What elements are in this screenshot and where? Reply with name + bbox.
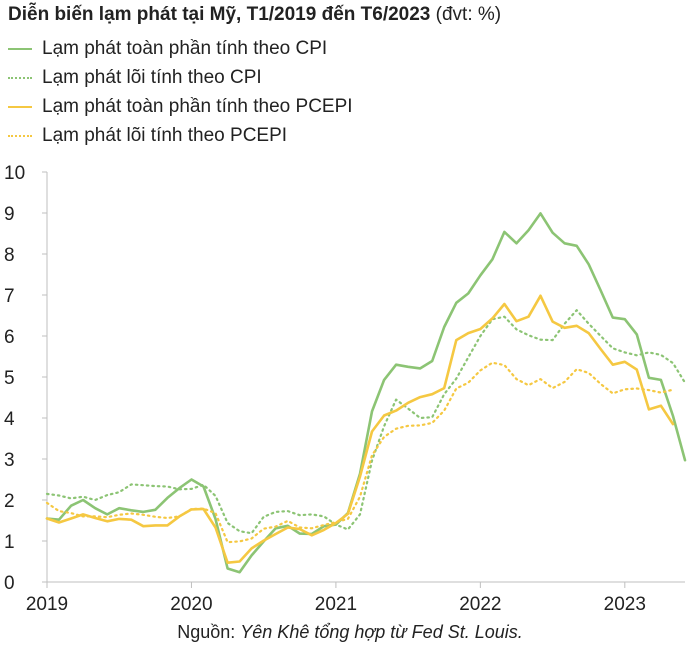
legend-label: Lạm phát toàn phần tính theo PCEPI xyxy=(42,95,353,117)
legend-item: Lạm phát toàn phần tính theo CPI xyxy=(8,34,353,63)
y-tick-label: 3 xyxy=(4,450,15,471)
chart-title-main: Diễn biến lạm phát tại Mỹ, T1/2019 đến T… xyxy=(8,4,431,25)
y-tick-label: 1 xyxy=(4,532,15,553)
chart-legend: Lạm phát toàn phần tính theo CPI Lạm phát… xyxy=(8,34,353,150)
legend-item: Lạm phát lõi tính theo PCEPI xyxy=(8,121,353,150)
source-prefix: Nguồn: xyxy=(177,622,241,642)
x-tick-label: 2021 xyxy=(315,594,357,615)
x-tick-label: 2019 xyxy=(26,594,68,615)
series-line-1 xyxy=(45,212,687,574)
x-tick-label: 2022 xyxy=(459,594,501,615)
legend-label: Lạm phát toàn phần tính theo CPI xyxy=(42,37,328,59)
series-line-4 xyxy=(45,361,675,544)
legend-item: Lạm phát toàn phần tính theo PCEPI xyxy=(8,92,353,121)
y-tick-label: 7 xyxy=(4,286,15,307)
legend-label: Lạm phát lõi tính theo PCEPI xyxy=(42,124,288,146)
source-text: Yên Khê tổng hợp từ Fed St. Louis. xyxy=(240,622,523,642)
y-tick-label: 5 xyxy=(4,368,15,389)
y-tick-label: 0 xyxy=(4,573,15,594)
y-tick-label: 9 xyxy=(4,204,15,225)
legend-swatch xyxy=(8,47,32,50)
x-tick-label: 2020 xyxy=(170,594,212,615)
legend-swatch xyxy=(8,76,32,79)
legend-swatch xyxy=(8,105,32,108)
y-tick-label: 6 xyxy=(4,327,15,348)
chart-unit: (đvt: %) xyxy=(435,4,502,25)
series-line-2 xyxy=(45,309,687,535)
chart-title: Diễn biến lạm phát tại Mỹ, T1/2019 đến T… xyxy=(8,4,501,26)
y-tick-label: 8 xyxy=(4,245,15,266)
legend-swatch xyxy=(8,134,32,137)
y-tick-label: 2 xyxy=(4,491,15,512)
y-tick-label: 10 xyxy=(4,163,25,184)
legend-item: Lạm phát lõi tính theo CPI xyxy=(8,63,353,92)
legend-label: Lạm phát lõi tính theo CPI xyxy=(42,66,262,88)
y-tick-label: 4 xyxy=(4,409,15,430)
x-tick-label: 2023 xyxy=(604,594,646,615)
source-note: Nguồn: Yên Khê tổng hợp từ Fed St. Louis… xyxy=(0,622,700,643)
series-line-3 xyxy=(45,294,675,565)
